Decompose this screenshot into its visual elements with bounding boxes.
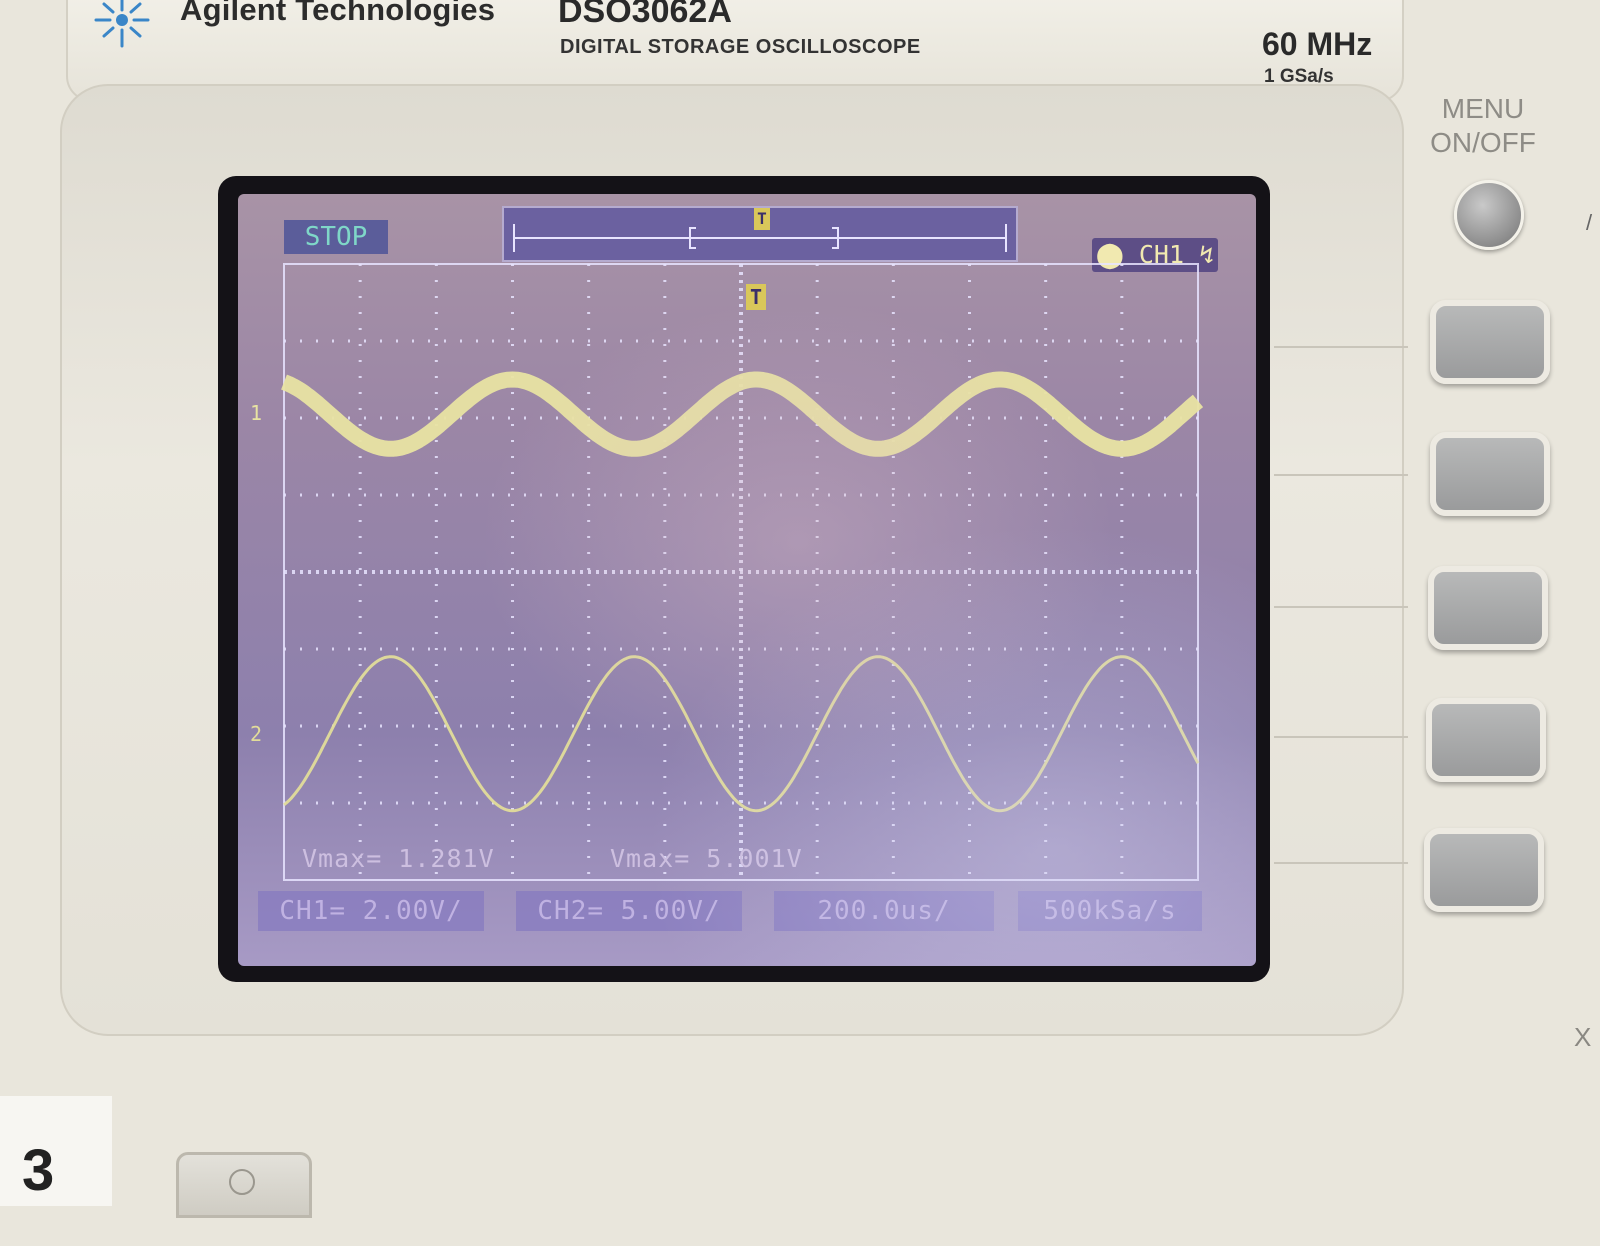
softkey-ch1-scale: CH1= 2.00V/ <box>258 891 484 931</box>
sample-rate-label: 1 GSa/s <box>1264 66 1334 87</box>
oscilloscope-screen: STOP T ⬤ CH1 ↯ T 1 2 Vmax= 1.281V Vmax= … <box>238 194 1256 966</box>
softkey-timebase: 200.0us/ <box>774 891 994 931</box>
memory-trigger-marker: T <box>754 208 770 230</box>
memory-position-graphic <box>513 224 1007 252</box>
memory-position-bar: T <box>502 206 1018 262</box>
softkey-ch2-scale: CH2= 5.00V/ <box>516 891 742 931</box>
waveform-traces <box>278 371 1204 813</box>
softkey-divider <box>1274 346 1408 348</box>
trigger-position-marker: T <box>746 284 766 310</box>
run-status-badge: STOP <box>284 220 388 254</box>
side-softkey-5[interactable] <box>1424 828 1544 912</box>
menu-on-off-label: MENU ON/OFF <box>1418 92 1548 160</box>
model-number: DSO3062A <box>558 0 732 30</box>
side-softkey-3[interactable] <box>1428 566 1548 650</box>
model-subtitle: DIGITAL STORAGE OSCILLOSCOPE <box>560 36 921 58</box>
softkey-sample-rate: 500kSa/s <box>1018 891 1202 931</box>
power-icon <box>229 1169 255 1195</box>
bandwidth-label: 60 MHz <box>1262 26 1373 62</box>
channel1-ground-marker: 1 <box>250 401 263 425</box>
measurement-ch2-vmax: Vmax= 5.001V <box>610 844 803 873</box>
menu-label-line2: ON/OFF <box>1430 127 1536 158</box>
softkey-divider <box>1274 606 1408 608</box>
waveform-ch2 <box>283 655 1200 813</box>
power-button[interactable] <box>176 1152 312 1218</box>
measurement-ch1-vmax: Vmax= 1.281V <box>302 844 495 873</box>
edge-mark: / <box>1586 210 1593 235</box>
side-softkey-1[interactable] <box>1430 300 1550 384</box>
edge-mark-x: X <box>1574 1022 1592 1052</box>
softkey-divider <box>1274 862 1408 864</box>
menu-on-off-button[interactable] <box>1454 180 1524 250</box>
softkey-divider <box>1274 736 1408 738</box>
rising-edge-icon: ↯ <box>1199 240 1215 269</box>
side-softkey-4[interactable] <box>1426 698 1546 782</box>
side-softkey-2[interactable] <box>1430 432 1550 516</box>
menu-label-line1: MENU <box>1441 93 1525 124</box>
station-number-label: 3 <box>0 1096 112 1206</box>
waveform-display <box>278 263 1204 881</box>
waveform-ch1 <box>278 371 1204 457</box>
agilent-spark-icon <box>94 0 150 48</box>
softkey-divider <box>1274 474 1408 476</box>
brand-name: Agilent Technologies <box>180 0 496 27</box>
graticule <box>283 263 1199 881</box>
channel2-ground-marker: 2 <box>250 722 263 746</box>
